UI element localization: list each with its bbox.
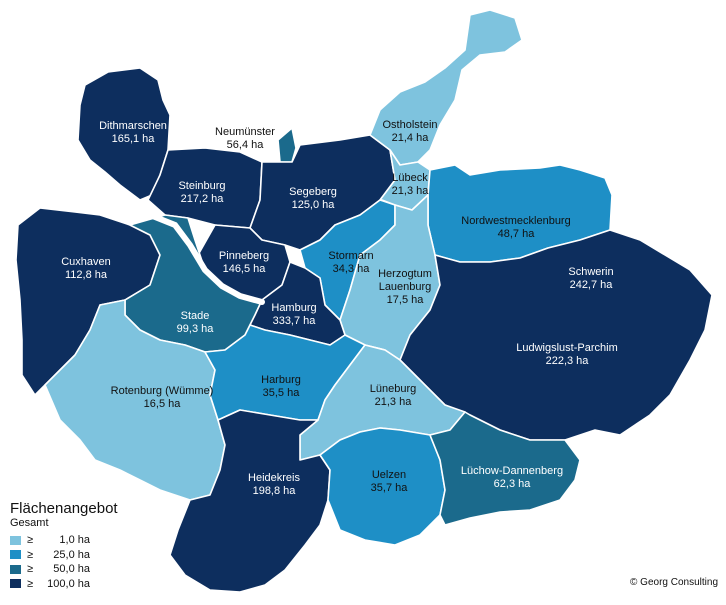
label-uelzen-name: Uelzen — [371, 469, 407, 481]
label-segeberg-value: 125,0 ha — [291, 199, 335, 211]
label-schwerin-name: Schwerin — [568, 266, 614, 278]
legend-title: Flächenangebot — [10, 500, 118, 517]
label-segeberg: Segeberg 125,0 ha — [289, 186, 337, 212]
label-neumuenster-name: Neumünster — [215, 126, 275, 138]
label-pinneberg-name: Pinneberg — [218, 250, 270, 262]
legend-swatch — [10, 579, 21, 589]
legend-item: ≥ 1,0 ha — [10, 533, 118, 548]
label-dithmarschen-name: Dithmarschen — [99, 120, 167, 132]
label-nordwestmecklenburg-value: 48,7 ha — [497, 228, 535, 240]
label-cuxhaven-name: Cuxhaven — [61, 256, 111, 268]
label-heidekreis-name: Heidekreis — [248, 472, 300, 484]
label-stade-name: Stade — [180, 310, 210, 322]
legend-symbol: ≥ — [27, 548, 34, 561]
label-schwerin: Schwerin 242,7 ha — [568, 266, 613, 292]
label-segeberg-name: Segeberg — [289, 186, 337, 198]
label-pinneberg: Pinneberg 146,5 ha — [219, 250, 269, 276]
copyright-note: © Georg Consulting — [630, 577, 718, 588]
label-pinneberg-value: 146,5 ha — [222, 263, 266, 275]
label-harburg-value: 35,5 ha — [262, 387, 300, 399]
label-luechow-dannenberg: Lüchow-Dannenberg 62,3 ha — [461, 465, 563, 491]
label-heidekreis: Heidekreis 198,8 ha — [248, 472, 300, 498]
label-luebeck-value: 21,3 ha — [391, 185, 429, 197]
label-neumuenster: Neumünster 56,4 ha — [215, 126, 275, 152]
region-neumuenster[interactable] — [277, 127, 297, 163]
legend-swatch — [10, 564, 21, 574]
label-neumuenster-value: 56,4 ha — [226, 139, 264, 151]
legend-symbol: ≥ — [27, 534, 34, 547]
legend-item: ≥ 25,0 ha — [10, 548, 118, 563]
label-steinburg: Steinburg 217,2 ha — [178, 180, 225, 206]
label-stade: Stade 99,3 ha — [177, 310, 214, 336]
label-steinburg-value: 217,2 ha — [180, 193, 224, 205]
label-nordwestmecklenburg: Nordwestmecklenburg 48,7 ha — [461, 215, 570, 241]
label-dithmarschen: Dithmarschen 165,1 ha — [99, 120, 167, 146]
label-hamburg-name: Hamburg — [271, 302, 317, 314]
legend-value: 50,0 ha — [53, 563, 90, 576]
label-ludwigslust-parchim-value: 222,3 ha — [545, 355, 589, 367]
label-ostholstein: Ostholstein 21,4 ha — [382, 119, 437, 145]
label-ludwigslust-parchim: Ludwigslust-Parchim 222,3 ha — [516, 342, 617, 368]
label-harburg-name: Harburg — [261, 374, 301, 386]
label-uelzen: Uelzen 35,7 ha — [371, 469, 408, 495]
label-rotenburg-value: 16,5 ha — [143, 398, 181, 410]
label-lueneburg: Lüneburg 21,3 ha — [370, 383, 417, 409]
region-heidekreis[interactable] — [169, 409, 331, 593]
label-ostholstein-value: 21,4 ha — [391, 132, 429, 144]
label-luechow-dannenberg-value: 62,3 ha — [493, 478, 531, 490]
legend-swatch — [10, 535, 21, 545]
label-hamburg: Hamburg 333,7 ha — [271, 302, 316, 328]
label-rotenburg: Rotenburg (Wümme) 16,5 ha — [111, 385, 214, 411]
label-dithmarschen-value: 165,1 ha — [111, 133, 155, 145]
label-cuxhaven: Cuxhaven 112,8 ha — [61, 256, 111, 282]
label-stormarn: Stormarn 34,3 ha — [328, 250, 373, 276]
label-herzogtum-lauenburg-name: Herzogtum — [378, 268, 432, 280]
label-uelzen-value: 35,7 ha — [370, 482, 408, 494]
legend: Flächenangebot Gesamt ≥ 1,0 ha ≥ 25,0 ha… — [10, 500, 118, 591]
label-ludwigslust-parchim-name: Ludwigslust-Parchim — [516, 342, 618, 354]
label-schwerin-value: 242,7 ha — [569, 279, 613, 291]
label-herzogtum-lauenburg: Herzogtum Lauenburg 17,5 ha — [378, 268, 432, 307]
label-stormarn-name: Stormarn — [328, 250, 374, 262]
label-herzogtum-lauenburg-value: 17,5 ha — [386, 294, 424, 306]
label-heidekreis-value: 198,8 ha — [252, 485, 296, 497]
label-luechow-dannenberg-name: Lüchow-Dannenberg — [460, 465, 564, 477]
label-stormarn-value: 34,3 ha — [332, 263, 370, 275]
legend-value: 100,0 ha — [47, 577, 90, 590]
label-lueneburg-name: Lüneburg — [369, 383, 417, 395]
region-ostholstein[interactable] — [369, 9, 523, 166]
label-herzogtum-lauenburg-name2: Lauenburg — [378, 281, 432, 293]
label-stade-value: 99,3 ha — [176, 323, 214, 335]
legend-symbol: ≥ — [27, 563, 34, 576]
label-ostholstein-name: Ostholstein — [382, 119, 438, 131]
legend-item: ≥ 50,0 ha — [10, 562, 118, 577]
label-rotenburg-name: Rotenburg (Wümme) — [110, 385, 214, 397]
label-harburg: Harburg 35,5 ha — [261, 374, 301, 400]
legend-value: 1,0 ha — [59, 534, 90, 547]
legend-swatch — [10, 550, 21, 560]
legend-value: 25,0 ha — [53, 548, 90, 561]
label-luebeck-name: Lübeck — [392, 172, 428, 184]
legend-symbol: ≥ — [27, 577, 34, 590]
legend-subtitle: Gesamt — [10, 517, 49, 529]
label-cuxhaven-value: 112,8 ha — [64, 269, 108, 281]
label-nordwestmecklenburg-name: Nordwestmecklenburg — [461, 215, 571, 227]
elbe-river — [115, 211, 265, 305]
region-luechow-dannenberg[interactable] — [429, 411, 581, 526]
label-luebeck: Lübeck 21,3 ha — [392, 172, 429, 198]
label-lueneburg-value: 21,3 ha — [374, 396, 412, 408]
label-steinburg-name: Steinburg — [178, 180, 226, 192]
label-hamburg-value: 333,7 ha — [272, 315, 316, 327]
legend-item: ≥ 100,0 ha — [10, 577, 118, 592]
